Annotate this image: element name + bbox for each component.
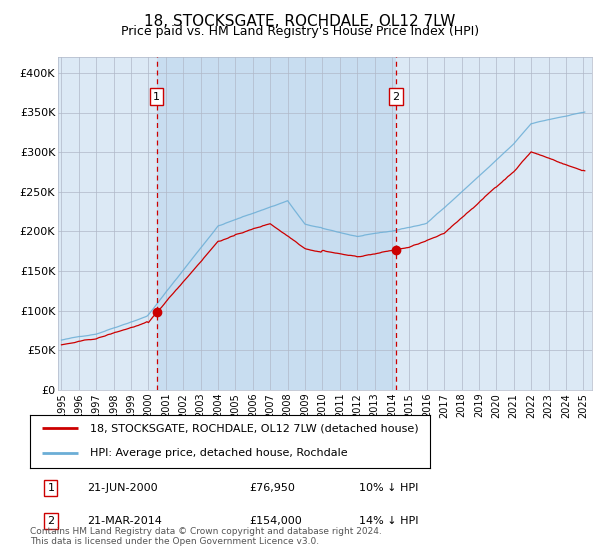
Text: £76,950: £76,950 xyxy=(249,483,295,493)
Bar xyxy=(157,57,396,390)
Text: 10% ↓ HPI: 10% ↓ HPI xyxy=(359,483,418,493)
Text: 14% ↓ HPI: 14% ↓ HPI xyxy=(359,516,418,526)
Text: HPI: Average price, detached house, Rochdale: HPI: Average price, detached house, Roch… xyxy=(90,448,347,458)
Text: 21-MAR-2014: 21-MAR-2014 xyxy=(88,516,162,526)
Text: 2: 2 xyxy=(47,516,55,526)
Text: 21-JUN-2000: 21-JUN-2000 xyxy=(88,483,158,493)
Text: 1: 1 xyxy=(47,483,55,493)
Text: £154,000: £154,000 xyxy=(249,516,302,526)
Text: 1: 1 xyxy=(153,92,160,102)
Text: Price paid vs. HM Land Registry's House Price Index (HPI): Price paid vs. HM Land Registry's House … xyxy=(121,25,479,38)
Text: 18, STOCKSGATE, ROCHDALE, OL12 7LW: 18, STOCKSGATE, ROCHDALE, OL12 7LW xyxy=(145,14,455,29)
Text: Contains HM Land Registry data © Crown copyright and database right 2024.
This d: Contains HM Land Registry data © Crown c… xyxy=(30,526,382,546)
Text: 18, STOCKSGATE, ROCHDALE, OL12 7LW (detached house): 18, STOCKSGATE, ROCHDALE, OL12 7LW (deta… xyxy=(90,423,419,433)
Text: 2: 2 xyxy=(392,92,400,102)
